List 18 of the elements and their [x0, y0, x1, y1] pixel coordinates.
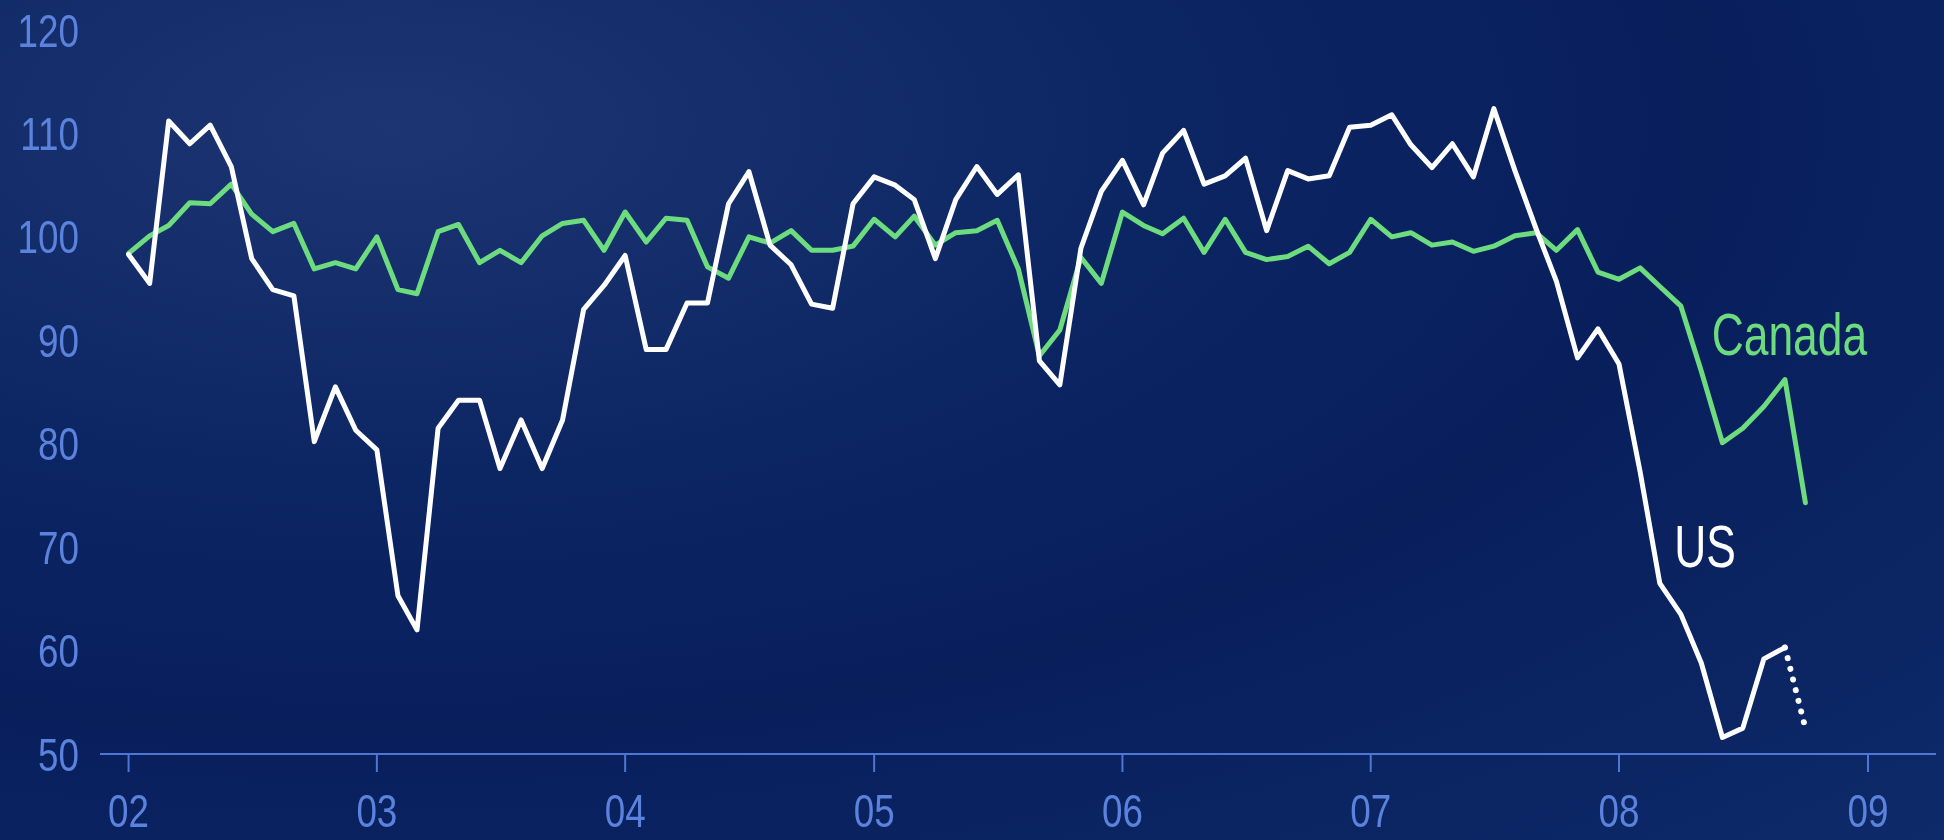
series-label: Canada: [1711, 300, 1868, 368]
x-tick-label: 06: [1101, 785, 1143, 838]
x-tick-label: 07: [1350, 785, 1392, 838]
x-tick-label: 02: [108, 785, 150, 838]
x-tick-label: 03: [356, 785, 398, 838]
y-tick-label: 50: [38, 728, 79, 781]
y-tick-label: 110: [20, 108, 79, 160]
x-tick-label: 08: [1598, 785, 1640, 838]
series-label: US: [1674, 512, 1736, 580]
y-tick-label: 90: [38, 314, 79, 367]
x-tick-label: 04: [604, 785, 646, 838]
y-tick-label: 70: [38, 521, 79, 574]
y-tick-label: 120: [17, 4, 79, 57]
y-tick-label: 100: [17, 211, 79, 264]
x-tick-label: 09: [1847, 785, 1889, 838]
x-tick-label: 05: [853, 785, 895, 838]
y-tick-label: 60: [38, 625, 79, 678]
y-tick-label: 80: [38, 418, 79, 471]
